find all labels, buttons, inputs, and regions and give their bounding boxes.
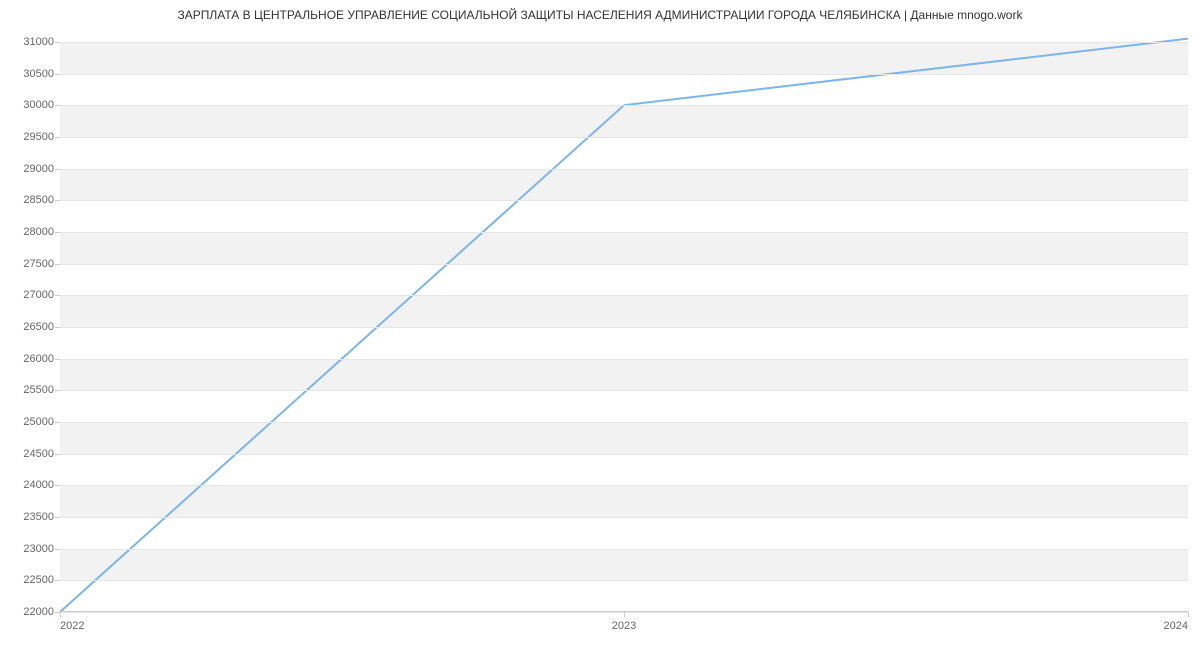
y-tick-label: 22500 — [23, 574, 60, 586]
y-gridline — [60, 359, 1188, 360]
x-tick-label: 2024 — [1164, 612, 1188, 632]
series-line — [60, 39, 1188, 612]
y-gridline — [60, 42, 1188, 43]
y-gridline — [60, 232, 1188, 233]
y-gridline — [60, 264, 1188, 265]
y-tick-label: 29000 — [23, 163, 60, 175]
x-tick-label: 2022 — [60, 612, 84, 632]
y-tick-label: 22000 — [23, 606, 60, 618]
y-tick-label: 30500 — [23, 68, 60, 80]
y-tick-label: 28000 — [23, 226, 60, 238]
y-gridline — [60, 390, 1188, 391]
y-gridline — [60, 74, 1188, 75]
y-tick-label: 24000 — [23, 479, 60, 491]
y-gridline — [60, 327, 1188, 328]
y-gridline — [60, 485, 1188, 486]
y-tick-label: 28500 — [23, 194, 60, 206]
y-gridline — [60, 517, 1188, 518]
x-tick-mark — [1188, 612, 1189, 617]
y-gridline — [60, 422, 1188, 423]
y-gridline — [60, 295, 1188, 296]
y-gridline — [60, 549, 1188, 550]
x-tick-label: 2023 — [612, 612, 636, 632]
y-tick-label: 24500 — [23, 448, 60, 460]
y-tick-label: 31000 — [23, 36, 60, 48]
y-tick-label: 27500 — [23, 258, 60, 270]
y-tick-label: 25500 — [23, 384, 60, 396]
y-gridline — [60, 169, 1188, 170]
y-tick-label: 26500 — [23, 321, 60, 333]
chart-container: ЗАРПЛАТА В ЦЕНТРАЛЬНОЕ УПРАВЛЕНИЕ СОЦИАЛ… — [0, 0, 1200, 650]
plot-area: 2200022500230002350024000245002500025500… — [60, 26, 1188, 612]
y-gridline — [60, 137, 1188, 138]
y-tick-label: 30000 — [23, 99, 60, 111]
y-tick-label: 26000 — [23, 353, 60, 365]
line-layer — [60, 26, 1188, 612]
y-tick-label: 29500 — [23, 131, 60, 143]
y-tick-label: 23500 — [23, 511, 60, 523]
y-gridline — [60, 200, 1188, 201]
y-tick-label: 23000 — [23, 543, 60, 555]
y-gridline — [60, 454, 1188, 455]
y-tick-label: 25000 — [23, 416, 60, 428]
chart-title: ЗАРПЛАТА В ЦЕНТРАЛЬНОЕ УПРАВЛЕНИЕ СОЦИАЛ… — [0, 8, 1200, 22]
y-gridline — [60, 105, 1188, 106]
y-tick-label: 27000 — [23, 289, 60, 301]
y-gridline — [60, 580, 1188, 581]
